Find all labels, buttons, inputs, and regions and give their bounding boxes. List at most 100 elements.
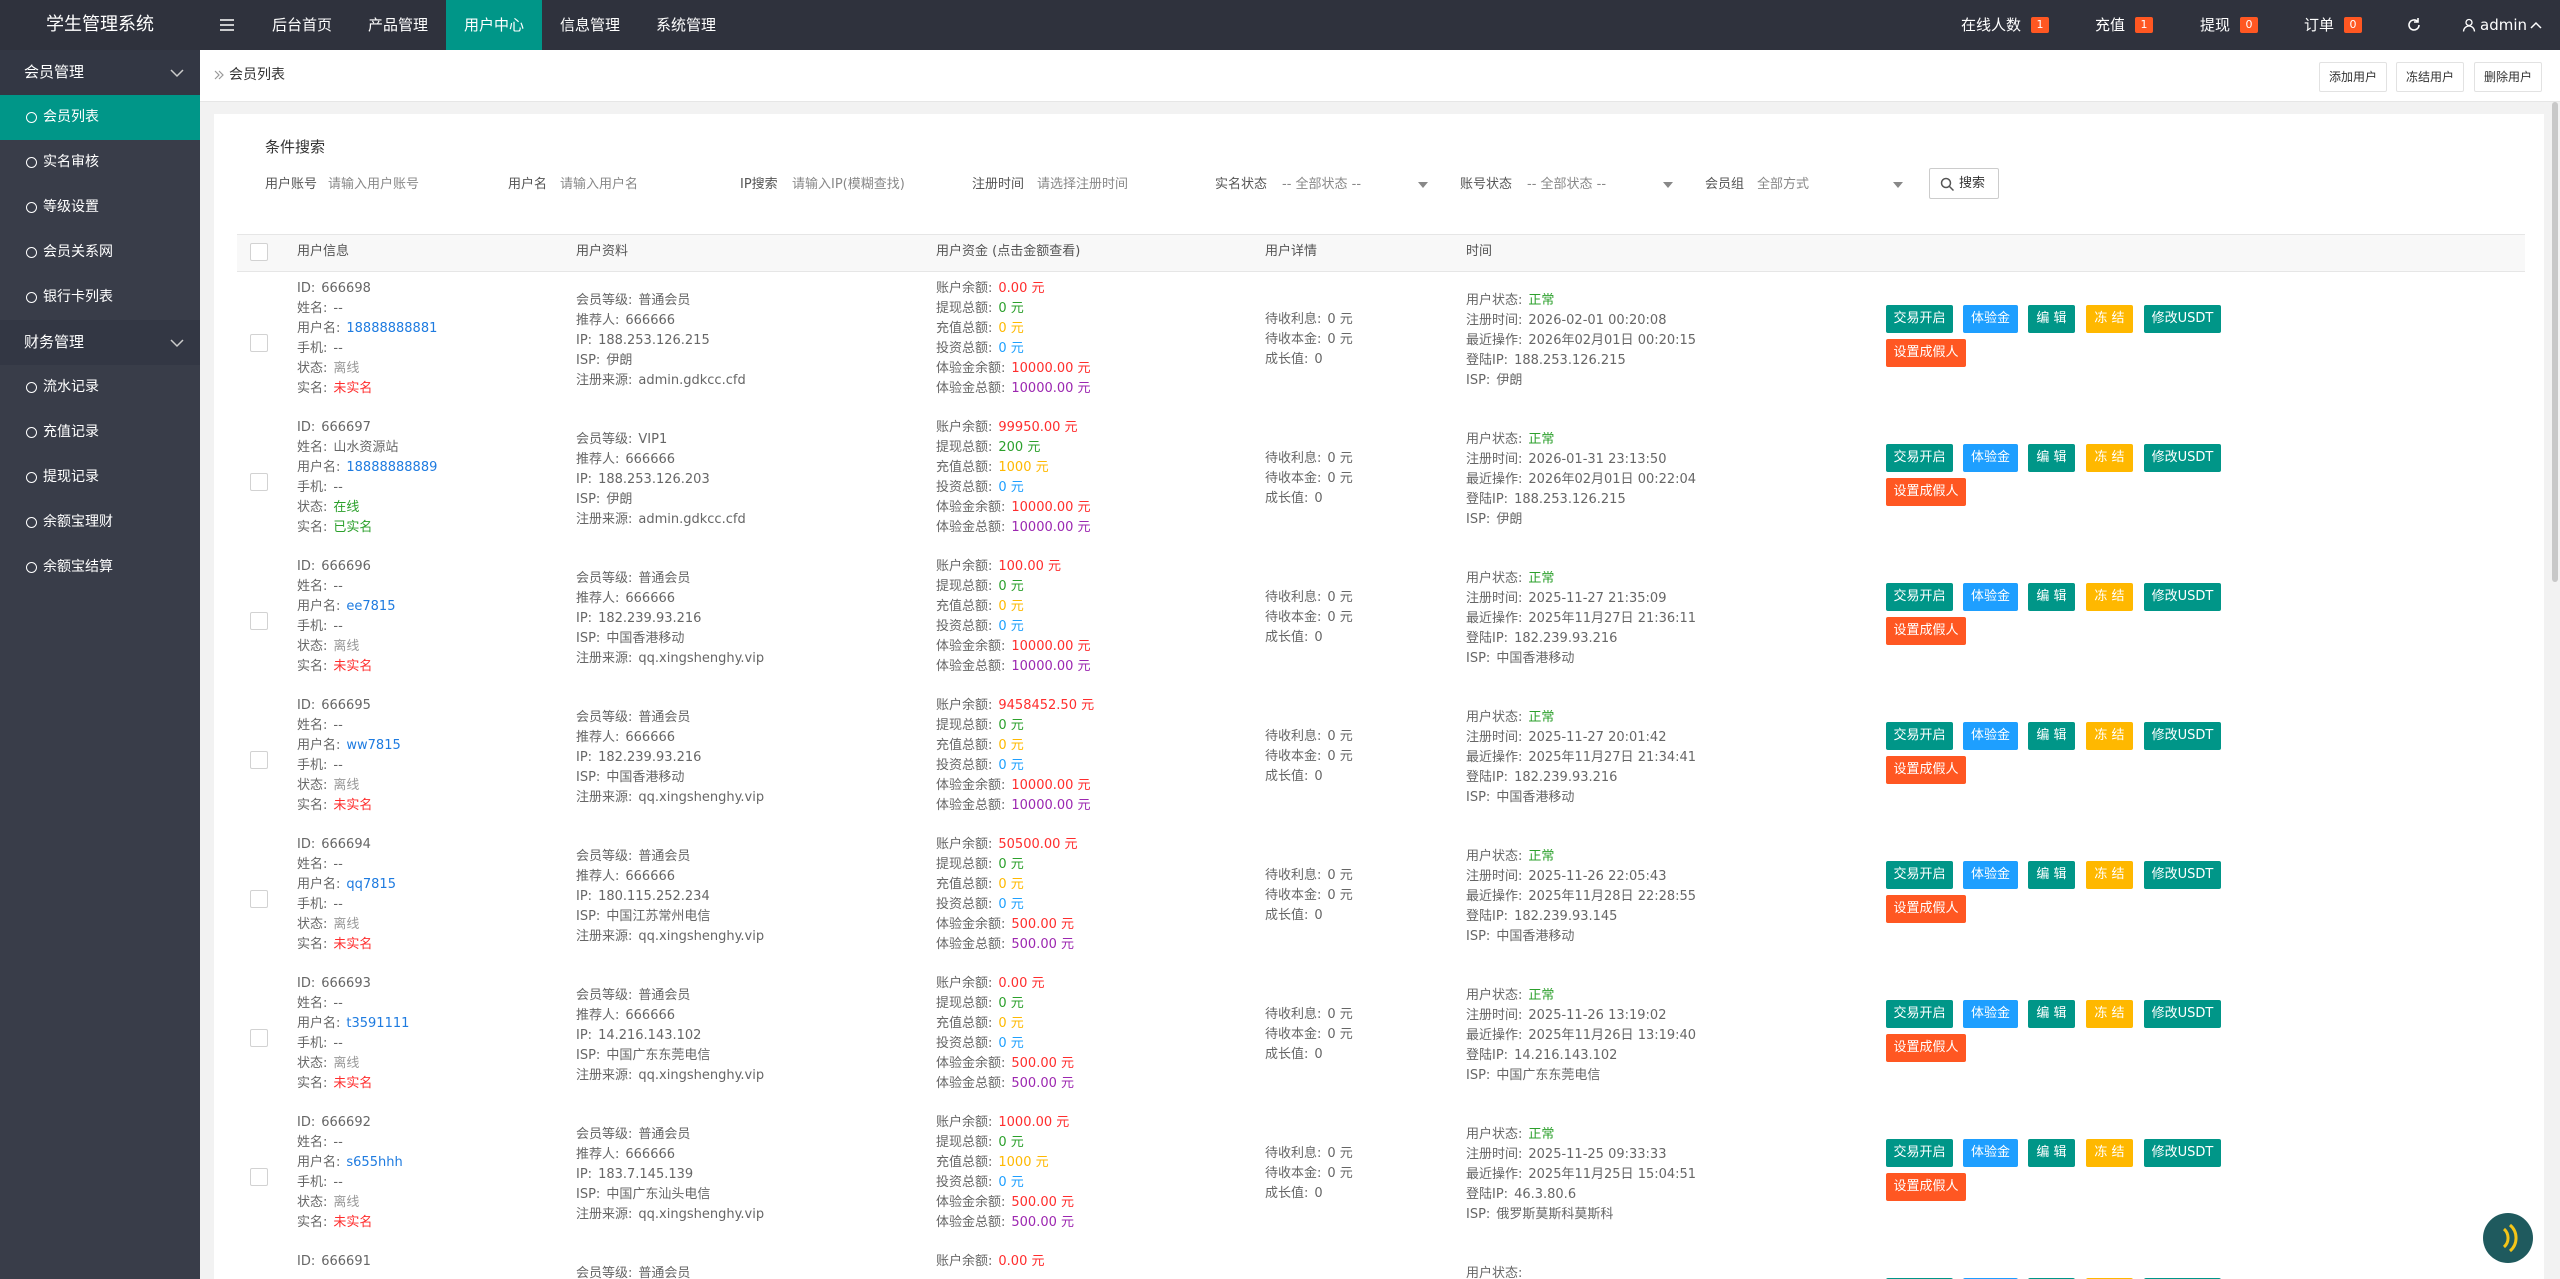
field-value[interactable]: ee7815 bbox=[346, 599, 396, 614]
toolbar-button[interactable]: 添加用户 bbox=[2319, 62, 2387, 92]
field-value[interactable]: 1000.00 元 bbox=[998, 1115, 1070, 1130]
action-button[interactable]: 编 辑 bbox=[2028, 305, 2075, 333]
action-button[interactable]: 设置成假人 bbox=[1886, 339, 1966, 367]
action-button[interactable]: 设置成假人 bbox=[1886, 617, 1966, 645]
action-button[interactable]: 修改USDT bbox=[2144, 722, 2221, 750]
field-value[interactable]: 0 元 bbox=[998, 758, 1024, 773]
action-button[interactable]: 体验金 bbox=[1963, 1139, 2018, 1167]
field-value[interactable]: 0 元 bbox=[998, 321, 1024, 336]
toolbar-button[interactable]: 删除用户 bbox=[2474, 62, 2542, 92]
filter-input[interactable]: 请输入用户名 bbox=[560, 170, 720, 200]
menu-item[interactable]: 等级设置 bbox=[0, 185, 200, 230]
field-value[interactable]: 10000.00 元 bbox=[1011, 520, 1091, 535]
action-button[interactable]: 体验金 bbox=[1963, 305, 2018, 333]
field-value[interactable]: 0 元 bbox=[998, 738, 1024, 753]
stat-label[interactable]: 提现 bbox=[2200, 16, 2231, 34]
field-value[interactable]: 0 元 bbox=[998, 718, 1024, 733]
field-value[interactable]: 500.00 元 bbox=[1011, 937, 1075, 952]
action-button[interactable]: 交易开启 bbox=[1886, 305, 1953, 333]
toolbar-button[interactable]: 冻结用户 bbox=[2396, 62, 2464, 92]
field-value[interactable]: 10000.00 元 bbox=[1011, 798, 1091, 813]
action-button[interactable]: 修改USDT bbox=[2144, 583, 2221, 611]
action-button[interactable]: 编 辑 bbox=[2028, 861, 2075, 889]
stat-label[interactable]: 订单 bbox=[2304, 16, 2335, 34]
field-value[interactable]: 0 元 bbox=[998, 996, 1024, 1011]
field-value[interactable]: 500.00 元 bbox=[1011, 1215, 1075, 1230]
field-value[interactable]: 0 元 bbox=[998, 579, 1024, 594]
field-value[interactable]: 0 元 bbox=[998, 341, 1024, 356]
menu-item[interactable]: 流水记录 bbox=[0, 365, 200, 410]
nav-item[interactable]: 系统管理 bbox=[655, 16, 716, 34]
user-caret[interactable] bbox=[2530, 20, 2542, 30]
nav-item[interactable]: 信息管理 bbox=[559, 16, 620, 34]
field-value[interactable]: 1000 元 bbox=[998, 460, 1049, 475]
action-button[interactable]: 编 辑 bbox=[2028, 444, 2075, 472]
menu-item[interactable]: 会员关系网 bbox=[0, 230, 200, 275]
action-button[interactable]: 体验金 bbox=[1963, 444, 2018, 472]
checkbox[interactable] bbox=[250, 751, 268, 769]
filter-input[interactable]: 请选择注册时间 bbox=[1037, 170, 1197, 200]
field-value[interactable]: 10000.00 元 bbox=[1011, 778, 1091, 793]
field-value[interactable]: 100.00 元 bbox=[998, 559, 1062, 574]
menu-item[interactable]: 会员列表 bbox=[0, 95, 200, 140]
filter-input[interactable]: 请输入IP(模糊查找) bbox=[792, 170, 952, 200]
field-value[interactable]: 500.00 元 bbox=[1011, 917, 1075, 932]
action-button[interactable]: 冻 结 bbox=[2086, 722, 2133, 750]
field-value[interactable]: 0 元 bbox=[998, 599, 1024, 614]
field-value[interactable]: 200 元 bbox=[998, 440, 1041, 455]
field-value[interactable]: 10000.00 元 bbox=[1011, 500, 1091, 515]
nav-item[interactable]: 后台首页 bbox=[271, 16, 332, 34]
action-button[interactable]: 交易开启 bbox=[1886, 861, 1953, 889]
field-value[interactable]: 500.00 元 bbox=[1011, 1076, 1075, 1091]
field-value[interactable]: qq7815 bbox=[346, 877, 396, 892]
action-button[interactable]: 冻 结 bbox=[2086, 305, 2133, 333]
menu-item[interactable]: 余额宝理财 bbox=[0, 500, 200, 545]
field-value[interactable]: 50500.00 元 bbox=[998, 837, 1078, 852]
menu-item[interactable]: 余额宝结算 bbox=[0, 545, 200, 590]
action-button[interactable]: 交易开启 bbox=[1886, 722, 1953, 750]
action-button[interactable]: 体验金 bbox=[1963, 861, 2018, 889]
field-value[interactable]: 0 元 bbox=[998, 1175, 1024, 1190]
action-button[interactable]: 体验金 bbox=[1963, 583, 2018, 611]
field-value[interactable]: 500.00 元 bbox=[1011, 1195, 1075, 1210]
checkbox[interactable] bbox=[250, 890, 268, 908]
field-value[interactable]: 10000.00 元 bbox=[1011, 639, 1091, 654]
field-value[interactable]: t3591111 bbox=[346, 1016, 410, 1031]
field-value[interactable]: ww7815 bbox=[346, 738, 401, 753]
field-value[interactable]: 0 元 bbox=[998, 480, 1024, 495]
action-button[interactable]: 设置成假人 bbox=[1886, 1173, 1966, 1201]
nav-item[interactable]: 用户中心 bbox=[446, 0, 542, 50]
field-value[interactable]: 0.00 元 bbox=[998, 281, 1045, 296]
action-button[interactable]: 冻 结 bbox=[2086, 1000, 2133, 1028]
action-button[interactable]: 设置成假人 bbox=[1886, 895, 1966, 923]
field-value[interactable]: 0.00 元 bbox=[998, 1254, 1045, 1269]
stat-label[interactable]: 在线人数 bbox=[1961, 16, 2022, 34]
action-button[interactable]: 编 辑 bbox=[2028, 1139, 2075, 1167]
action-button[interactable]: 修改USDT bbox=[2144, 444, 2221, 472]
menu-group[interactable]: 财务管理 bbox=[0, 320, 200, 365]
action-button[interactable]: 冻 结 bbox=[2086, 444, 2133, 472]
field-value[interactable]: 0 元 bbox=[998, 897, 1024, 912]
action-button[interactable]: 设置成假人 bbox=[1886, 478, 1966, 506]
action-button[interactable]: 修改USDT bbox=[2144, 1000, 2221, 1028]
action-button[interactable]: 冻 结 bbox=[2086, 583, 2133, 611]
field-value[interactable]: 0 元 bbox=[998, 301, 1024, 316]
action-button[interactable]: 编 辑 bbox=[2028, 1000, 2075, 1028]
field-value[interactable]: 0 元 bbox=[998, 619, 1024, 634]
field-value[interactable]: 99950.00 元 bbox=[998, 420, 1078, 435]
field-value[interactable]: 0 元 bbox=[998, 857, 1024, 872]
float-widget[interactable] bbox=[2482, 1212, 2534, 1264]
checkbox[interactable] bbox=[250, 473, 268, 491]
action-button[interactable]: 交易开启 bbox=[1886, 583, 1953, 611]
menu-item[interactable]: 实名审核 bbox=[0, 140, 200, 185]
filter-select[interactable]: -- 全部状态 -- bbox=[1527, 170, 1677, 200]
action-button[interactable]: 冻 结 bbox=[2086, 1139, 2133, 1167]
checkbox[interactable] bbox=[250, 1029, 268, 1047]
field-value[interactable]: 10000.00 元 bbox=[1011, 361, 1091, 376]
field-value[interactable]: 10000.00 元 bbox=[1011, 381, 1091, 396]
action-button[interactable]: 体验金 bbox=[1963, 722, 2018, 750]
stat-label[interactable]: 充值 bbox=[2095, 16, 2126, 34]
filter-select[interactable]: -- 全部状态 -- bbox=[1282, 170, 1432, 200]
filter-input[interactable]: 请输入用户账号 bbox=[328, 170, 488, 200]
menu-item[interactable]: 提现记录 bbox=[0, 455, 200, 500]
